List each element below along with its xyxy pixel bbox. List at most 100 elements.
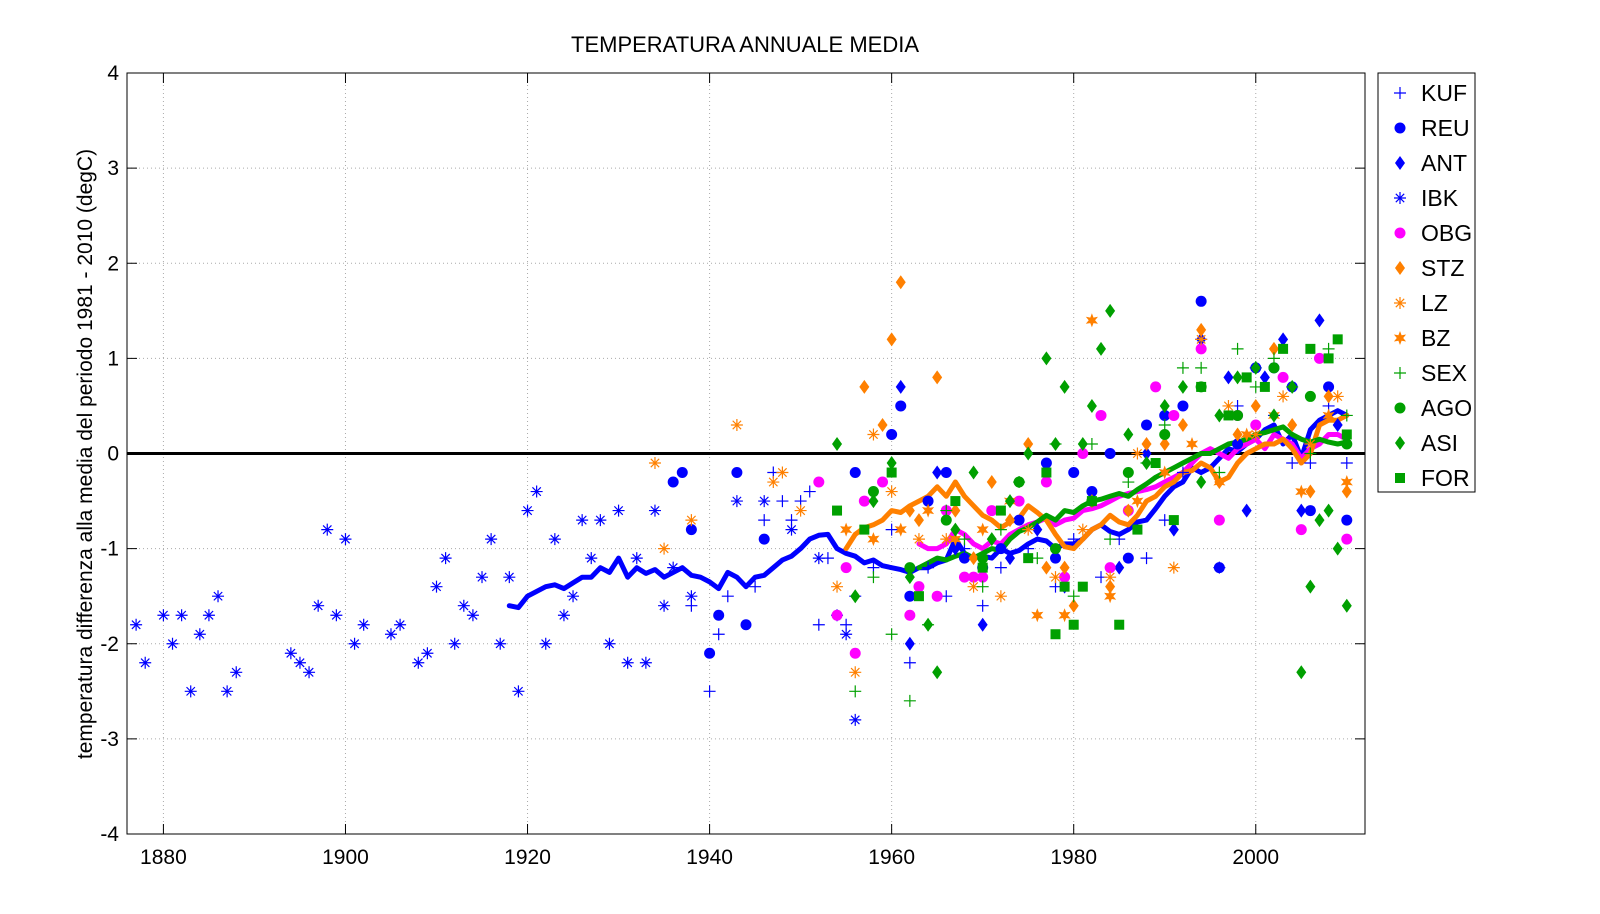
data-point-lz	[1167, 561, 1180, 574]
data-point-stz	[895, 275, 906, 290]
data-point-kuf	[922, 561, 935, 574]
data-point-for	[995, 505, 1006, 516]
data-point-stz	[913, 513, 924, 528]
data-point-reu	[995, 543, 1007, 555]
data-point-reu	[1122, 552, 1134, 564]
data-point-lz	[994, 590, 1007, 603]
data-point-stz	[1068, 598, 1079, 613]
data-point-bz	[867, 532, 880, 547]
data-point-reu	[922, 495, 934, 507]
data-point-kuf	[1140, 552, 1153, 565]
data-point-ibk	[312, 599, 325, 612]
data-point-reu	[676, 467, 688, 479]
data-point-ibk	[139, 656, 152, 669]
data-point-reu	[1141, 419, 1153, 431]
data-point-stz	[932, 370, 943, 385]
data-point-stz	[904, 503, 915, 518]
data-point-reu	[667, 476, 679, 488]
data-point-ibk	[603, 637, 616, 650]
data-point-stz	[1287, 417, 1298, 432]
data-point-kuf	[776, 495, 789, 508]
data-point-lz	[767, 476, 780, 489]
legend-label-kuf: KUF	[1421, 80, 1467, 106]
data-point-sex	[1122, 476, 1135, 489]
legend-marker-lz	[1394, 297, 1406, 309]
data-point-lz	[658, 542, 671, 555]
legend-label-for: FOR	[1421, 465, 1470, 491]
data-point-for	[1132, 524, 1143, 535]
data-point-obg	[977, 571, 989, 583]
y-axis: -4 -3 -2 -1 0 1 2 3 4	[100, 62, 1365, 846]
y-tick-label: 4	[107, 62, 119, 85]
data-point-for	[1341, 429, 1352, 440]
data-point-ibk	[166, 637, 179, 650]
data-point-stz	[1305, 484, 1316, 499]
data-point-for	[913, 591, 924, 602]
data-point-kuf	[994, 561, 1007, 574]
data-point-asi	[1177, 379, 1188, 394]
data-point-for	[1150, 458, 1161, 469]
data-point-ibk	[212, 590, 225, 603]
data-point-reu	[685, 524, 697, 536]
data-point-asi	[1059, 379, 1070, 394]
data-point-ant	[1141, 446, 1152, 461]
data-point-bz	[922, 503, 935, 518]
data-point-ibk	[476, 571, 489, 584]
data-point-ibk	[457, 599, 470, 612]
data-point-sex	[1176, 361, 1189, 374]
data-point-lz	[1331, 390, 1344, 403]
data-point-ago	[1122, 467, 1134, 479]
data-point-stz	[1123, 503, 1134, 518]
data-point-ant	[904, 636, 915, 651]
data-point-kuf	[721, 590, 734, 603]
data-point-kuf	[885, 523, 898, 536]
y-tick-label: -1	[100, 538, 119, 561]
data-point-ant	[1004, 551, 1015, 566]
data-point-ibk	[321, 523, 334, 536]
data-point-asi	[986, 532, 997, 547]
data-point-ibk	[230, 666, 243, 679]
data-point-stz	[1041, 560, 1052, 575]
data-point-ibk	[785, 523, 798, 536]
legend-marker-ago	[1394, 402, 1406, 414]
data-point-obg	[904, 609, 916, 621]
data-point-lz	[849, 666, 862, 679]
data-point-asi	[904, 570, 915, 585]
data-point-ibk	[685, 590, 698, 603]
data-point-bz	[1322, 408, 1335, 423]
data-point-bz	[1340, 475, 1353, 489]
data-point-sex	[1067, 590, 1080, 603]
data-point-ibk	[621, 656, 634, 669]
y-tick-label: 0	[107, 443, 119, 466]
legend-marker-kuf	[1394, 87, 1406, 99]
data-point-ibk	[357, 618, 370, 631]
data-point-asi	[1141, 456, 1152, 471]
data-point-reu	[1050, 552, 1061, 564]
data-point-asi	[1250, 360, 1261, 375]
data-point-for	[1086, 496, 1097, 507]
data-point-obg	[840, 562, 852, 574]
data-point-sex	[1031, 552, 1044, 565]
data-point-asi	[1050, 436, 1061, 451]
data-point-ant	[1332, 417, 1343, 432]
data-point-asi	[1105, 303, 1116, 318]
data-point-lz	[1222, 399, 1235, 412]
y-axis-label: temperatura differenza alla media del pe…	[74, 149, 97, 759]
data-point-ant	[1032, 522, 1043, 537]
data-point-stz	[1141, 436, 1152, 451]
data-point-for	[1041, 467, 1052, 478]
data-point-asi	[1159, 398, 1170, 413]
data-point-ibk	[303, 666, 316, 679]
data-point-ant	[932, 465, 943, 480]
data-point-ago	[904, 562, 916, 574]
data-point-ant	[1114, 560, 1125, 575]
data-point-kuf	[1067, 533, 1080, 546]
data-point-reu	[740, 619, 752, 631]
data-point-sex	[940, 504, 953, 517]
legend-box	[1377, 72, 1476, 493]
data-point-ibk	[530, 485, 543, 498]
data-point-asi	[1305, 579, 1316, 594]
y-tick-label: 3	[107, 157, 119, 180]
data-point-for	[1278, 343, 1289, 354]
data-point-lz	[776, 466, 789, 479]
